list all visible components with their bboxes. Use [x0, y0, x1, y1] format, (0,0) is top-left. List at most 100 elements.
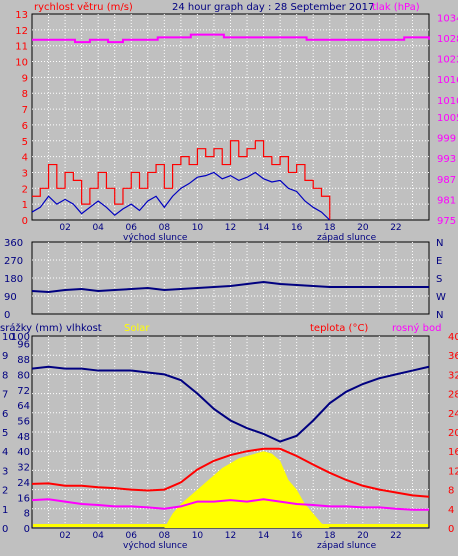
- chart-title: 24 hour graph day : 28 September 2017: [172, 2, 374, 13]
- direction-y-tick-label: 90: [4, 292, 17, 303]
- direction-y-tick-label: 360: [4, 238, 23, 249]
- temperature-y-tick-label: 32: [448, 370, 458, 381]
- temperature-x-tick-label: 02: [59, 531, 70, 541]
- rain-y-tick-label: 6: [2, 409, 8, 420]
- temperature-x-tick-label: 18: [324, 531, 336, 541]
- wind-y-tick-label: 0: [22, 216, 28, 227]
- wind-y-tick-label: 10: [15, 58, 28, 69]
- wind-y-tick-label: 5: [22, 137, 28, 148]
- wind-average-line: [31, 171, 331, 221]
- temperature-x-tick-label: 10: [192, 531, 204, 541]
- temperature-y-tick-label: 4: [448, 505, 454, 516]
- wind-y-tick-label: 13: [15, 10, 28, 21]
- pressure-y-tick-label: 1022: [437, 55, 458, 66]
- humidity-y-tick-label: 96: [17, 340, 30, 351]
- wind-y-tick-label: 12: [15, 26, 28, 37]
- temperature-axis-title: teplota (°C): [310, 323, 368, 334]
- direction-series: [31, 280, 429, 294]
- pressure-y-tick-label: 1028: [437, 34, 458, 45]
- direction-compass-label: N: [436, 310, 443, 321]
- pressure-y-tick-label: 1016: [437, 75, 458, 86]
- temperature-y-tick-label: 12: [448, 466, 458, 477]
- humidity-y-tick-label: 88: [17, 355, 30, 366]
- direction-compass-label: S: [436, 274, 442, 285]
- temperature-x-tick-label: 16: [291, 531, 303, 541]
- wind-x-tick-label: 04: [92, 223, 104, 233]
- pressure-y-tick-label: 975: [437, 216, 456, 227]
- pressure-y-tick-label: 993: [437, 154, 456, 165]
- humidity-y-tick-label: 16: [17, 493, 30, 504]
- sunset-label: západ slunce: [317, 233, 377, 243]
- temperature-y-tick-label: 24: [448, 409, 458, 420]
- temperature-x-tick-label: 20: [357, 531, 369, 541]
- humidity-y-tick-label: 48: [17, 432, 30, 443]
- humidity-y-tick-label: 40: [17, 447, 30, 458]
- sunrise-label-bottom: východ slunce: [123, 541, 188, 551]
- wind-x-tick-label: 06: [126, 223, 138, 233]
- wind-y-tick-label: 4: [22, 153, 28, 164]
- wind-gust-line: [32, 140, 331, 220]
- direction-y-tick-label: 0: [4, 310, 10, 321]
- direction-compass-label: N: [436, 238, 443, 249]
- humidity-y-tick-label: 32: [17, 463, 30, 474]
- pressure-y-tick-label: 1034: [437, 13, 458, 24]
- humidity-y-tick-label: 100: [11, 332, 30, 343]
- wind-x-tick-label: 12: [225, 223, 236, 233]
- temperature-y-tick-label: 40: [448, 332, 458, 343]
- temperature-y-tick-label: 36: [448, 351, 458, 362]
- humidity-y-tick-label: 72: [17, 386, 30, 397]
- temperature-y-tick-label: 16: [448, 447, 458, 458]
- solar-area: [164, 451, 330, 528]
- humidity-y-tick-label: 0: [24, 524, 30, 535]
- temperature-x-tick-label: 12: [225, 531, 236, 541]
- wind-x-tick-label: 16: [291, 223, 303, 233]
- wind-y-tick-label: 1: [22, 200, 28, 211]
- wind-x-tick-label: 20: [357, 223, 369, 233]
- wind-x-tick-label: 18: [324, 223, 336, 233]
- wind-x-tick-label: 02: [59, 223, 70, 233]
- direction-compass-label: W: [436, 292, 446, 303]
- temperature-y-tick-label: 8: [448, 486, 454, 497]
- rain-y-tick-label: 7: [2, 390, 8, 401]
- temperature-x-tick-label: 14: [258, 531, 270, 541]
- solar-legend: Solar: [124, 323, 150, 334]
- rain-y-tick-label: 5: [2, 428, 8, 439]
- wind-y-tick-label: 9: [22, 73, 28, 84]
- rain-y-tick-label: 1: [2, 505, 8, 516]
- wind-y-tick-label: 3: [22, 168, 28, 179]
- pressure-y-tick-label: 1005: [437, 113, 458, 124]
- wind-x-tick-label: 14: [258, 223, 270, 233]
- sunset-label-bottom: západ slunce: [317, 541, 377, 551]
- wind-x-tick-label: 22: [390, 223, 401, 233]
- rain-y-tick-label: 9: [2, 351, 8, 362]
- rain-y-tick-label: 4: [2, 447, 8, 458]
- temperature-y-tick-label: 28: [448, 390, 458, 401]
- temperature-line: [31, 447, 430, 498]
- rain-y-tick-label: 2: [2, 486, 8, 497]
- wind-axis-title: rychlost větru (m/s): [34, 1, 133, 13]
- wind-x-tick-label: 08: [159, 223, 171, 233]
- pressure-line: [32, 33, 430, 44]
- humidity-line: [31, 365, 430, 443]
- rain-y-tick-label: 8: [2, 370, 8, 381]
- pressure-y-tick-label: 999: [437, 134, 456, 145]
- wind-x-tick-label: 10: [192, 223, 204, 233]
- dew-point-axis-title: rosný bod: [392, 322, 441, 334]
- humidity-y-tick-label: 8: [24, 509, 30, 520]
- temperature-x-tick-label: 08: [159, 531, 171, 541]
- temperature-x-tick-label: 22: [390, 531, 401, 541]
- direction-grid: [32, 242, 429, 314]
- direction-compass-label: E: [436, 256, 442, 267]
- dew-point-line: [31, 498, 429, 511]
- humidity-y-tick-label: 56: [17, 416, 30, 427]
- humidity-y-tick-label: 24: [17, 478, 30, 489]
- rain-y-tick-label: 0: [2, 524, 8, 535]
- pressure-y-tick-label: 1010: [437, 96, 458, 107]
- pressure-axis-title: tlak (hPa): [372, 2, 420, 13]
- wind-y-tick-label: 11: [15, 42, 28, 53]
- temperature-axes: 0123456789100816243240485664728088961000…: [2, 332, 458, 535]
- wind-y-tick-label: 7: [22, 105, 28, 116]
- wind-y-tick-label: 6: [22, 121, 28, 132]
